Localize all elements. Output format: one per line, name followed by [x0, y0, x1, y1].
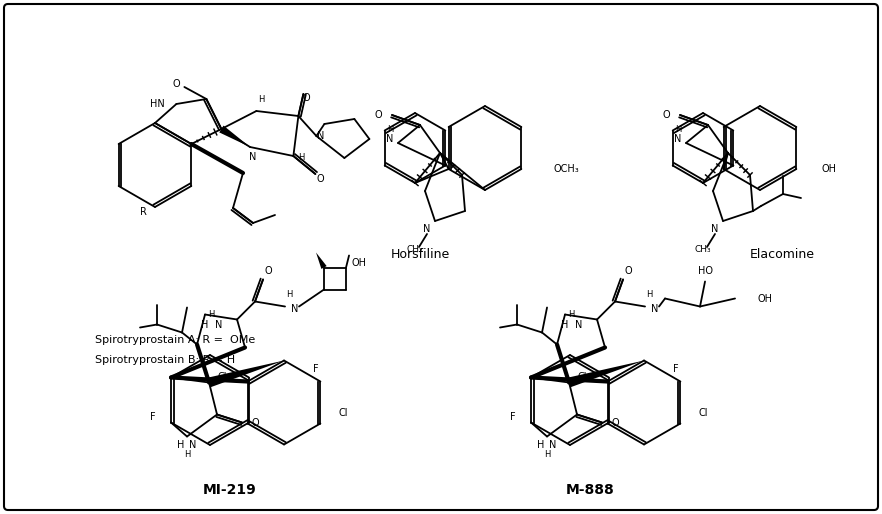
Text: O: O [611, 417, 619, 428]
Text: N: N [317, 131, 324, 141]
Text: Horsfiline: Horsfiline [391, 248, 450, 262]
Text: F: F [312, 364, 318, 375]
Text: H: H [258, 95, 265, 103]
Text: O: O [303, 93, 310, 103]
Text: OCH₃: OCH₃ [553, 164, 579, 174]
Text: CH₃: CH₃ [407, 245, 423, 253]
Text: HO: HO [698, 266, 713, 277]
Text: O: O [265, 266, 272, 277]
Text: F: F [150, 413, 156, 423]
Text: H: H [537, 439, 545, 450]
Text: N: N [711, 224, 719, 234]
Text: N: N [291, 303, 299, 314]
Text: F: F [510, 413, 516, 423]
Polygon shape [568, 360, 644, 387]
Text: O: O [624, 266, 632, 277]
Text: OH: OH [351, 258, 366, 267]
Text: H: H [183, 450, 191, 459]
Text: N: N [190, 439, 197, 450]
Text: H: H [208, 310, 214, 319]
Text: OH: OH [821, 164, 836, 174]
Text: H: H [387, 124, 393, 134]
Text: Cl: Cl [699, 409, 708, 418]
Text: M-888: M-888 [565, 483, 615, 497]
Text: N: N [651, 303, 659, 314]
Text: O: O [374, 110, 382, 120]
Text: H: H [286, 290, 292, 299]
Text: H: H [298, 154, 304, 162]
Polygon shape [316, 252, 326, 269]
Text: O: O [662, 110, 669, 120]
Text: MI-219: MI-219 [203, 483, 257, 497]
Text: R: R [139, 207, 146, 217]
Polygon shape [220, 125, 250, 147]
Text: N: N [675, 134, 682, 144]
Text: N: N [549, 439, 557, 450]
Text: Cl: Cl [339, 409, 348, 418]
Text: N: N [215, 320, 223, 329]
Text: H: H [201, 320, 209, 329]
Text: H: H [544, 450, 550, 459]
Text: OH: OH [757, 293, 772, 303]
Text: O: O [317, 174, 325, 184]
Text: Spirotryprostain B: R = H: Spirotryprostain B: R = H [95, 355, 235, 365]
Text: Spirotryprostain A: R =  OMe: Spirotryprostain A: R = OMe [95, 335, 255, 345]
Text: H: H [675, 124, 681, 134]
Text: H: H [177, 439, 184, 450]
Text: Elacomine: Elacomine [750, 248, 814, 262]
Text: N: N [250, 152, 257, 162]
Text: Cl: Cl [578, 373, 587, 382]
Text: N: N [575, 320, 583, 329]
Text: HN: HN [150, 99, 164, 109]
Text: CH₃: CH₃ [695, 245, 711, 253]
Text: O: O [251, 417, 258, 428]
Text: F: F [673, 364, 678, 375]
Text: N: N [386, 134, 393, 144]
Text: H: H [646, 290, 652, 299]
Text: H: H [561, 320, 569, 329]
Text: Cl: Cl [218, 373, 227, 382]
Text: N: N [423, 224, 430, 234]
Polygon shape [207, 360, 284, 387]
Text: O: O [173, 79, 180, 89]
Text: H: H [568, 310, 574, 319]
